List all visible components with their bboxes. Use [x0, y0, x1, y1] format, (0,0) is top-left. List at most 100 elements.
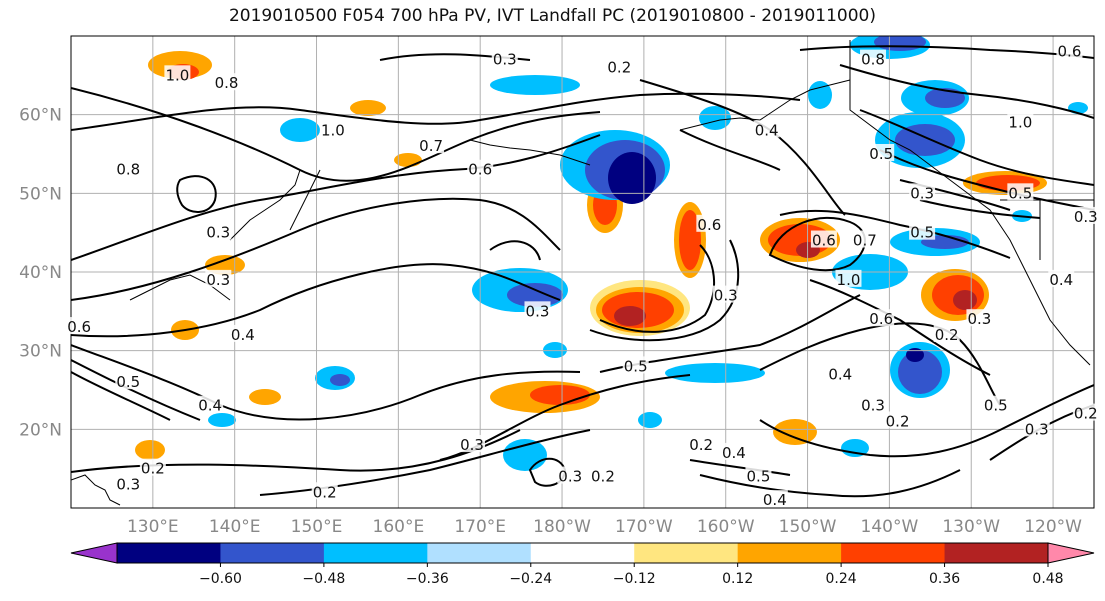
contour-label-bg	[115, 372, 142, 390]
map-frame	[70, 35, 1095, 509]
contour-label: 0.3	[558, 468, 582, 486]
contour-label: 0.7	[419, 137, 443, 155]
contour-label: 0.6	[812, 232, 836, 250]
contour-label-bg	[589, 466, 616, 484]
contour-label-bg	[712, 285, 739, 303]
contour-label: 0.5	[869, 145, 893, 163]
contour-label-bg	[524, 301, 551, 319]
contour-label: 1.0	[1008, 114, 1032, 132]
contour-label-bg	[909, 183, 936, 201]
contour-label: 0.5	[116, 373, 140, 391]
contour-label: 0.6	[468, 161, 492, 179]
contour-label-bg	[467, 159, 494, 177]
contour-label: 1.0	[321, 121, 345, 139]
colorbar-tick-label: −0.36	[406, 571, 449, 587]
contour-label-bg	[884, 411, 911, 429]
colorbar-tick-label: −0.48	[302, 571, 345, 587]
contour-label-bg	[810, 230, 837, 248]
contour-label: 0.3	[1025, 420, 1049, 438]
contour-label: 0.3	[206, 224, 230, 242]
coastlines	[71, 40, 1094, 506]
contour-label-bg	[1072, 206, 1099, 224]
contour-label-bg	[868, 309, 895, 327]
contour-label-bg	[860, 395, 887, 413]
contour-label-bg	[606, 57, 633, 75]
colorbar-tick-label: 0.48	[1032, 571, 1063, 587]
contour-label-bg	[851, 230, 878, 248]
contour-label-bg	[205, 222, 232, 240]
contour-label-bg	[696, 214, 723, 232]
contour-label-bg	[197, 395, 224, 413]
lon-label: 180°W	[533, 517, 591, 537]
contour-label: 0.3	[460, 436, 484, 454]
contour-label-bg	[982, 395, 1009, 413]
contour-label-bg	[205, 269, 232, 287]
colorbar-segment	[944, 543, 1049, 563]
lon-label: 140°W	[861, 517, 919, 537]
contour-label-bg	[557, 466, 584, 484]
contour-label: 0.4	[231, 326, 255, 344]
contour-label-bg	[860, 49, 887, 67]
contour-label: 0.3	[967, 310, 991, 328]
colorbar-tick-label: 0.24	[826, 571, 857, 587]
lon-label: 160°W	[697, 517, 755, 537]
contour-label: 0.5	[747, 468, 771, 486]
contour-label: 0.6	[697, 216, 721, 234]
contour-label-bg	[229, 324, 256, 342]
colorbar-segment	[220, 543, 325, 563]
contour-label: 0.4	[755, 121, 779, 139]
lat-label: 20°N	[19, 420, 62, 440]
contour-label-bg	[115, 474, 142, 492]
lon-label: 150°W	[779, 517, 837, 537]
contour-label: 0.2	[689, 436, 713, 454]
contour-label: 0.4	[828, 365, 852, 383]
contour-label-bg	[745, 466, 772, 484]
lat-label: 40°N	[19, 263, 62, 283]
lon-label: 140°E	[209, 517, 261, 537]
lat-label: 60°N	[19, 106, 62, 126]
latitude-labels: 20°N 30°N 40°N 50°N 60°N	[19, 106, 62, 441]
contour-label: 0.4	[198, 397, 222, 415]
contour-label-bg	[1023, 419, 1050, 437]
contour-label-bg	[933, 324, 960, 342]
contour-label-bg	[909, 222, 936, 240]
contour-label-bg	[688, 435, 715, 453]
contour-label-bg	[622, 356, 649, 374]
colorbar-extend-high	[1047, 542, 1095, 564]
colorbar-tick-label: 0.12	[722, 571, 753, 587]
lon-label: 170°E	[454, 517, 506, 537]
lat-label: 30°N	[19, 342, 62, 362]
contour-label-bg	[1007, 112, 1034, 130]
contour-label: 0.5	[984, 397, 1008, 415]
contour-label: 1.0	[837, 271, 861, 289]
contour-label: 0.4	[763, 491, 787, 509]
contour-label: 0.3	[910, 184, 934, 202]
contour-label-bg	[720, 442, 747, 460]
contour-label: 0.2	[886, 412, 910, 430]
contour-label: 0.2	[141, 460, 165, 478]
longitude-labels: 130°E 140°E 150°E 160°E 170°E 180°W 170°W 160°W…	[127, 517, 1082, 537]
colorbar-segment	[530, 543, 635, 563]
contour-label: 0.2	[1074, 405, 1098, 423]
contour-label-bg	[1007, 183, 1034, 201]
contour-label: 0.2	[935, 326, 959, 344]
contour-label: 0.5	[910, 224, 934, 242]
contour-label: 0.5	[1008, 184, 1032, 202]
lon-label: 130°W	[942, 517, 1000, 537]
contour-label: 0.4	[1049, 271, 1073, 289]
colorbar-extend-low	[70, 542, 118, 564]
contour-label: 0.8	[215, 74, 239, 92]
contour-label-bg	[1048, 269, 1075, 287]
colorbar-segment	[323, 543, 428, 563]
lon-label: 130°E	[127, 517, 179, 537]
contour-label-bg	[213, 73, 240, 91]
contour-label-bg	[761, 490, 788, 508]
contour-label: 0.3	[861, 397, 885, 415]
contour-label-bg	[827, 364, 854, 382]
contour-label-bg	[139, 458, 166, 476]
map-plot-area	[71, 36, 1094, 508]
lon-label: 170°W	[615, 517, 673, 537]
colorbar-segment	[634, 543, 739, 563]
contour-label-bg	[835, 269, 862, 287]
